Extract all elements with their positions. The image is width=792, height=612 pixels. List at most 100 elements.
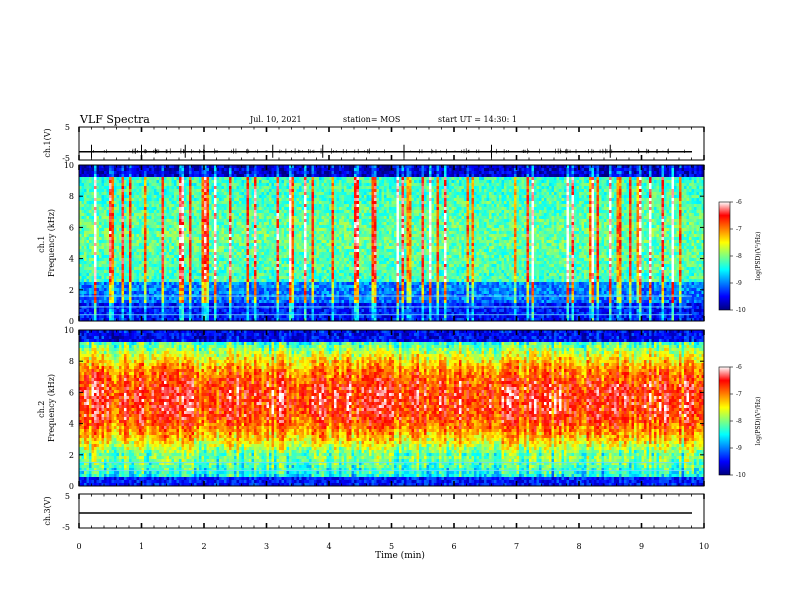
- spectrogram-cell: [174, 297, 177, 301]
- spectrogram-cell: [189, 222, 192, 226]
- spectrogram-cell: [194, 165, 197, 169]
- spectrogram-cell: [154, 225, 157, 229]
- spectrogram-cell: [84, 234, 87, 238]
- spectrogram-cell: [189, 183, 192, 187]
- spectrogram-cell: [266, 261, 270, 265]
- spectrogram-cell: [211, 204, 215, 208]
- spectrogram-cell: [291, 279, 295, 283]
- spectrogram-cell: [84, 300, 87, 304]
- spectrogram-cell: [291, 315, 295, 319]
- spectrogram-cell: [134, 312, 137, 316]
- spectrogram-cell: [86, 183, 90, 187]
- spectrogram-cell: [126, 282, 130, 286]
- spectrogram-cell: [119, 210, 122, 214]
- spectrogram-cell: [136, 201, 140, 205]
- spectrogram-cell: [84, 207, 87, 211]
- spectrogram-cell: [169, 198, 172, 202]
- spectrogram-cell: [221, 300, 225, 304]
- spectrogram-cell: [306, 186, 310, 190]
- spectrogram-cell: [266, 189, 270, 193]
- spectrogram-cell: [291, 237, 295, 241]
- spectrogram-cell: [226, 174, 230, 178]
- spectrogram-cell: [124, 180, 127, 184]
- spectrogram-cell: [109, 285, 112, 289]
- spectrogram-cell: [231, 168, 235, 172]
- spectrogram-cell: [199, 303, 202, 307]
- spectrogram-cell: [184, 237, 187, 241]
- spectrogram-cell: [151, 189, 155, 193]
- spectrogram-cell: [116, 282, 120, 286]
- spectrogram-cell: [204, 318, 207, 322]
- spectrogram-cell: [289, 273, 292, 277]
- spectrogram-cell: [149, 174, 152, 178]
- spectrogram-cell: [236, 186, 240, 190]
- spectrogram-cell: [256, 264, 260, 268]
- spectrogram-cell: [101, 165, 105, 169]
- spectrogram-cell: [219, 165, 222, 169]
- spectrogram-cell: [96, 183, 100, 187]
- spectrogram-cell: [191, 306, 195, 310]
- spectrogram-cell: [134, 198, 137, 202]
- spectrogram-cell: [126, 177, 130, 181]
- spectrogram-cell: [156, 219, 160, 223]
- spectrogram-cell: [291, 225, 295, 229]
- spectrogram-cell: [291, 297, 295, 301]
- spectrogram-cell: [116, 273, 120, 277]
- spectrogram-cell: [156, 300, 160, 304]
- spectrogram-cell: [216, 303, 220, 307]
- spectrogram-cell: [241, 177, 245, 181]
- spectrogram-cell: [156, 225, 160, 229]
- spectrogram-cell: [106, 315, 110, 319]
- spectrogram-cell: [264, 303, 267, 307]
- spectrogram-cell: [109, 309, 112, 313]
- spectrogram-cell: [104, 261, 107, 265]
- spectrogram-cell: [241, 222, 245, 226]
- spectrogram-cell: [84, 186, 87, 190]
- spectrogram-cell: [189, 312, 192, 316]
- spectrogram-cell: [309, 168, 312, 172]
- spectrogram-cell: [86, 240, 90, 244]
- spectrogram-cell: [279, 210, 282, 214]
- spectrogram-cell: [294, 312, 297, 316]
- spectrogram-cell: [94, 303, 97, 307]
- spectrogram-cell: [196, 210, 200, 214]
- spectrogram-cell: [99, 267, 102, 271]
- spectrogram-cell: [251, 276, 255, 280]
- spectrogram-cell: [206, 276, 210, 280]
- spectrogram-cell: [96, 198, 100, 202]
- spectrogram-cell: [146, 261, 150, 265]
- spectrogram-cell: [239, 270, 242, 274]
- spectrogram-cell: [119, 240, 122, 244]
- spectrogram-cell: [151, 291, 155, 295]
- spectrogram-cell: [124, 171, 127, 175]
- spectrogram-cell: [166, 174, 170, 178]
- spectrogram-cell: [124, 168, 127, 172]
- spectrogram-cell: [86, 219, 90, 223]
- spectrogram-cell: [121, 237, 125, 241]
- spectrogram-cell: [196, 273, 200, 277]
- spectrogram-cell: [81, 168, 85, 172]
- spectrogram-cell: [81, 201, 85, 205]
- spectrogram-cell: [306, 231, 310, 235]
- spectrogram-cell: [169, 228, 172, 232]
- spectrogram-cell: [301, 300, 305, 304]
- spectrogram-cell: [119, 225, 122, 229]
- spectrogram-cell: [254, 213, 257, 217]
- spectrogram-cell: [129, 258, 132, 262]
- spectrogram-cell: [196, 174, 200, 178]
- spectrogram-cell: [226, 225, 230, 229]
- spectrogram-cell: [131, 225, 135, 229]
- spectrogram-cell: [249, 183, 252, 187]
- spectrogram-cell: [146, 291, 150, 295]
- spectrogram-cell: [206, 297, 210, 301]
- spectrogram-cell: [139, 318, 142, 322]
- spectrogram-cell: [286, 201, 290, 205]
- spectrogram-cell: [121, 180, 125, 184]
- spectrogram-cell: [166, 279, 170, 283]
- spectrogram-cell: [104, 240, 107, 244]
- spectrogram-cell: [164, 285, 167, 289]
- spectrogram-cell: [279, 177, 282, 181]
- spectrogram-cell: [121, 291, 125, 295]
- spectrogram-cell: [159, 165, 162, 169]
- spectrogram-cell: [149, 189, 152, 193]
